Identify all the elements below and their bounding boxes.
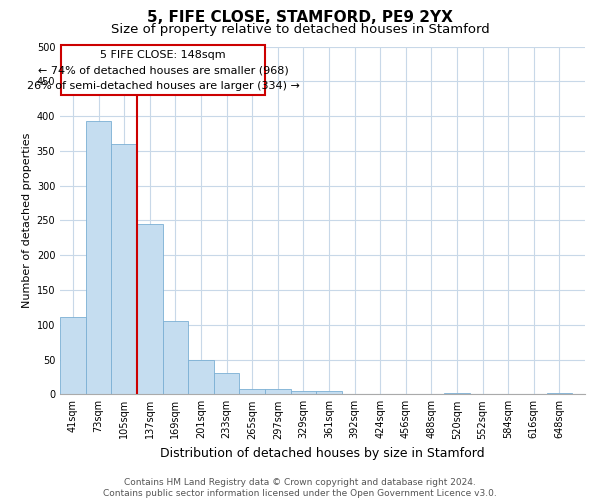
Bar xyxy=(316,391,342,394)
Text: Contains HM Land Registry data © Crown copyright and database right 2024.
Contai: Contains HM Land Registry data © Crown c… xyxy=(103,478,497,498)
Bar xyxy=(86,121,112,394)
Bar xyxy=(444,393,470,394)
Y-axis label: Number of detached properties: Number of detached properties xyxy=(22,132,32,308)
Bar xyxy=(112,144,137,395)
Bar xyxy=(163,322,188,394)
Bar xyxy=(239,388,265,394)
Bar xyxy=(265,388,290,394)
Text: 5, FIFE CLOSE, STAMFORD, PE9 2YX: 5, FIFE CLOSE, STAMFORD, PE9 2YX xyxy=(147,10,453,25)
Bar xyxy=(547,393,572,394)
Bar xyxy=(137,224,163,394)
Text: Size of property relative to detached houses in Stamford: Size of property relative to detached ho… xyxy=(110,22,490,36)
Bar xyxy=(214,374,239,394)
Text: 5 FIFE CLOSE: 148sqm
← 74% of detached houses are smaller (968)
26% of semi-deta: 5 FIFE CLOSE: 148sqm ← 74% of detached h… xyxy=(27,50,299,91)
X-axis label: Distribution of detached houses by size in Stamford: Distribution of detached houses by size … xyxy=(160,447,485,460)
Bar xyxy=(290,391,316,394)
FancyBboxPatch shape xyxy=(61,45,265,95)
Bar xyxy=(188,360,214,394)
Bar xyxy=(60,317,86,394)
